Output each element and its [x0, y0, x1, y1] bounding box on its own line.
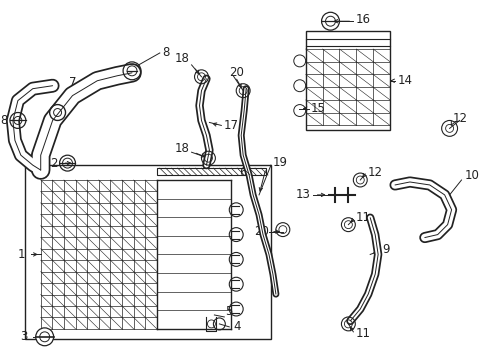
- Text: 12: 12: [452, 112, 467, 125]
- Text: 11: 11: [355, 211, 369, 224]
- Text: 18: 18: [174, 53, 189, 66]
- Text: 7: 7: [69, 76, 76, 89]
- Text: 1: 1: [17, 248, 25, 261]
- Text: 16: 16: [355, 13, 369, 26]
- Text: 14: 14: [397, 74, 412, 87]
- Text: 5: 5: [225, 305, 232, 318]
- Text: 4: 4: [233, 320, 240, 333]
- Text: 20: 20: [254, 225, 268, 238]
- Text: 19: 19: [272, 156, 287, 168]
- Text: 9: 9: [381, 243, 389, 256]
- Text: 8: 8: [0, 114, 8, 127]
- Text: 18: 18: [174, 142, 189, 155]
- Polygon shape: [305, 31, 389, 130]
- Circle shape: [36, 328, 54, 346]
- Text: 17: 17: [223, 119, 238, 132]
- Polygon shape: [157, 168, 265, 175]
- Text: 3: 3: [20, 330, 28, 343]
- Text: 6: 6: [239, 166, 246, 179]
- Text: 10: 10: [464, 168, 478, 181]
- Text: 15: 15: [310, 102, 325, 115]
- Text: 20: 20: [229, 66, 244, 79]
- Text: 12: 12: [366, 166, 382, 179]
- Text: 13: 13: [295, 188, 310, 201]
- Text: 8: 8: [162, 46, 169, 59]
- Text: 11: 11: [355, 327, 369, 340]
- Text: 2: 2: [50, 157, 58, 170]
